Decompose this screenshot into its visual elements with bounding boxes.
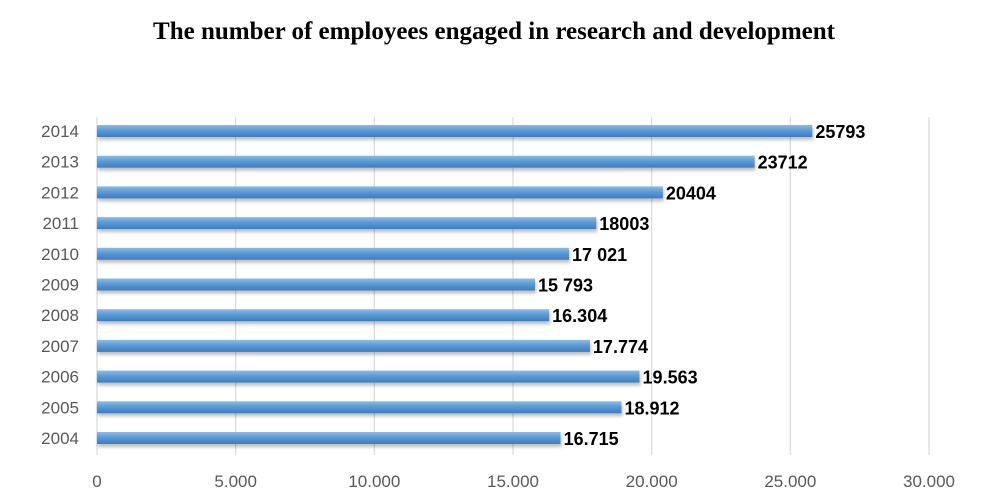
y-tick-label: 2009 [41,276,79,295]
bar [97,278,535,291]
x-tick-label: 5.000 [214,472,257,491]
y-tick-label: 2011 [42,214,79,233]
x-tick-label: 10.000 [348,472,400,491]
data-label: 18003 [599,214,649,234]
y-tick-label: 2004 [41,429,79,448]
data-label: 20404 [666,183,716,203]
data-label: 23712 [758,153,808,173]
y-tick-label: 2010 [41,245,79,264]
data-label: 19.563 [643,368,698,388]
x-tick-label: 25.000 [764,472,816,491]
data-labels: 25793 23712 20404 18003 17 021 15 793 16.304 17… [538,122,865,449]
x-tick-label: 30.000 [903,472,955,491]
x-tick-label: 0 [92,472,101,491]
y-tick-label: 2008 [41,306,79,325]
y-tick-label: 2007 [41,337,79,356]
x-axis-tick-labels: 0 5.000 10.000 15.000 20.000 25.000 30.000 [92,472,955,491]
bars [97,125,813,444]
data-label: 15 793 [538,276,593,296]
data-label: 16.715 [564,429,619,449]
data-label: 25793 [815,122,865,142]
bar [97,401,622,414]
y-tick-label: 2014 [41,122,79,141]
x-tick-label: 20.000 [626,472,678,491]
data-label: 16.304 [552,306,607,326]
data-label: 18.912 [624,398,679,418]
y-tick-label: 2006 [41,368,79,387]
bar [97,155,755,168]
x-tick-label: 15.000 [487,472,539,491]
bar [97,370,640,383]
bar [97,309,550,322]
data-label: 17 021 [572,245,627,265]
y-tick-label: 2013 [41,153,79,172]
bar [97,186,663,199]
y-tick-label: 2012 [41,183,79,202]
bar [97,217,597,230]
bar [97,432,561,444]
bar [97,125,813,137]
chart-title: The number of employees engaged in resea… [153,18,835,45]
bar [97,247,570,260]
data-label: 17.774 [593,337,648,357]
y-axis-tick-labels: 2014 2013 2012 2011 2010 2009 2008 2007 2006 2005… [41,122,79,448]
bar [97,339,590,352]
y-tick-label: 2005 [41,398,79,417]
